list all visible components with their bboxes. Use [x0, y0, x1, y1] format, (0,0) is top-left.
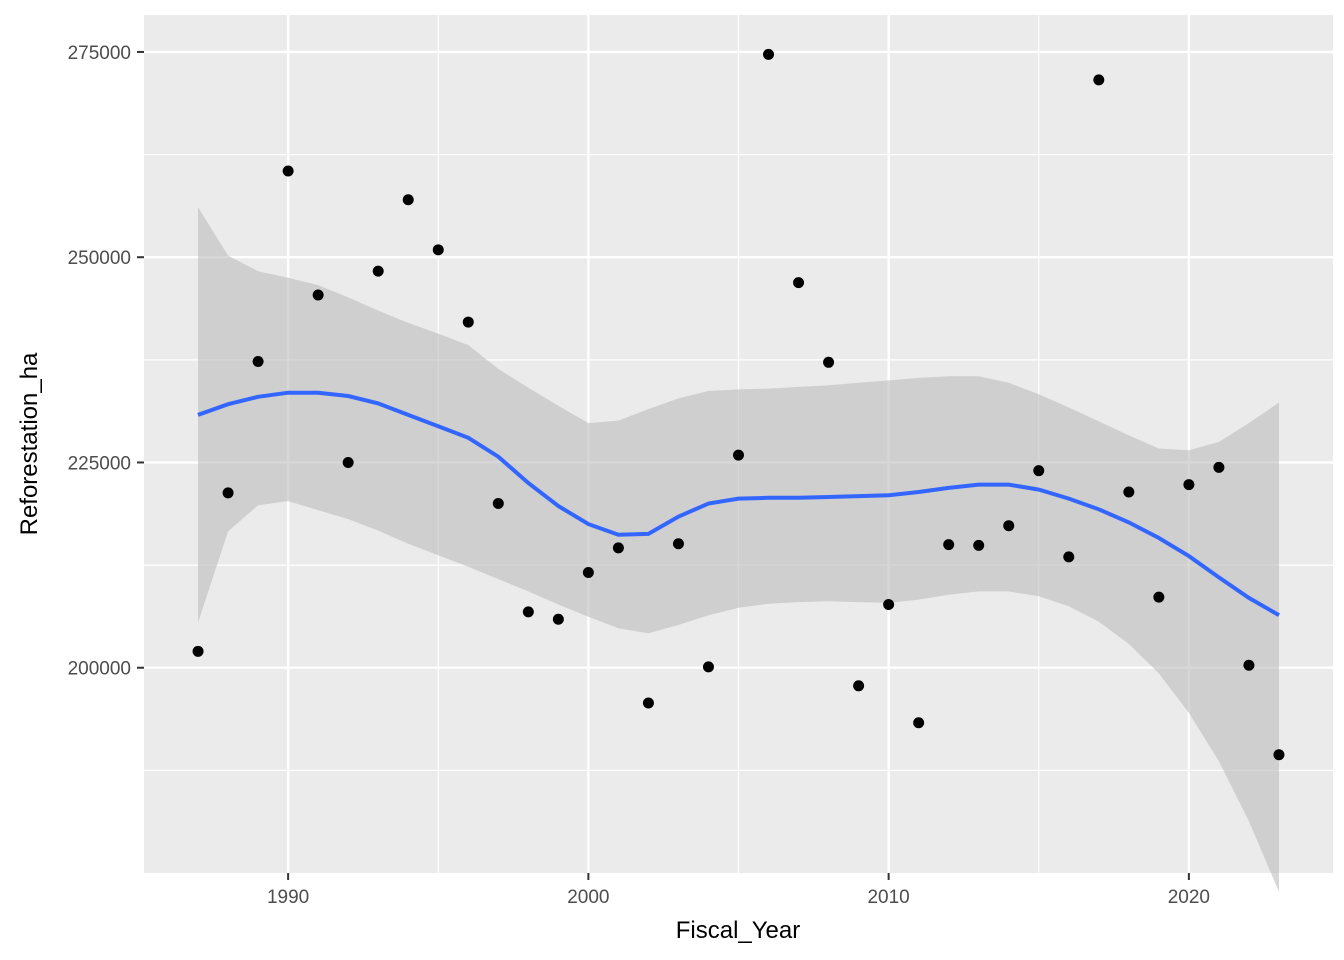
x-tick-label: 2000 — [567, 887, 609, 908]
data-point — [1003, 520, 1015, 532]
data-point — [432, 244, 444, 256]
data-point — [883, 599, 895, 611]
data-point — [612, 542, 624, 554]
y-tick-label: 225000 — [68, 453, 131, 474]
data-point — [342, 456, 354, 468]
data-point — [1093, 74, 1105, 86]
data-point — [853, 680, 865, 692]
data-point — [642, 697, 654, 709]
data-point — [222, 487, 234, 499]
data-point — [763, 48, 775, 60]
data-point — [943, 539, 955, 551]
data-point — [1213, 461, 1225, 473]
y-tick-label: 250000 — [68, 248, 131, 269]
x-axis: 1990 2000 2010 2020 — [267, 873, 1210, 908]
y-tick-label: 275000 — [68, 43, 131, 64]
confidence-ribbon — [198, 207, 1279, 892]
data-point — [252, 355, 264, 367]
data-point — [1183, 479, 1195, 491]
data-points — [192, 48, 1285, 761]
data-point — [1033, 465, 1045, 477]
data-point — [552, 613, 564, 625]
smooth-line — [197, 390, 1280, 617]
data-point — [492, 498, 504, 510]
data-point — [522, 606, 534, 618]
data-point — [1243, 659, 1255, 671]
data-point — [402, 194, 414, 206]
data-point — [973, 539, 985, 551]
y-tick-label: 200000 — [68, 659, 131, 680]
x-tick-label: 2010 — [867, 887, 909, 908]
data-point — [1273, 749, 1285, 761]
data-point — [1153, 591, 1165, 603]
data-point — [702, 661, 714, 673]
data-point — [312, 289, 324, 301]
x-tick-label: 2020 — [1168, 887, 1210, 908]
data-point — [823, 356, 835, 368]
data-point — [733, 449, 744, 461]
data-point — [793, 277, 805, 289]
data-point — [372, 265, 384, 277]
x-tick-label: 1990 — [267, 887, 309, 908]
data-point — [672, 538, 684, 550]
data-point — [582, 566, 594, 578]
data-point — [192, 645, 204, 657]
data-point — [1123, 486, 1135, 498]
data-point — [1063, 551, 1075, 563]
data-point — [913, 717, 925, 729]
data-point — [462, 316, 474, 328]
y-axis: 200000 225000 250000 275000 — [68, 43, 144, 680]
y-axis-title: Reforestation_ha — [16, 352, 43, 535]
data-point — [282, 165, 294, 177]
x-axis-title: Fiscal_Year — [676, 917, 801, 944]
